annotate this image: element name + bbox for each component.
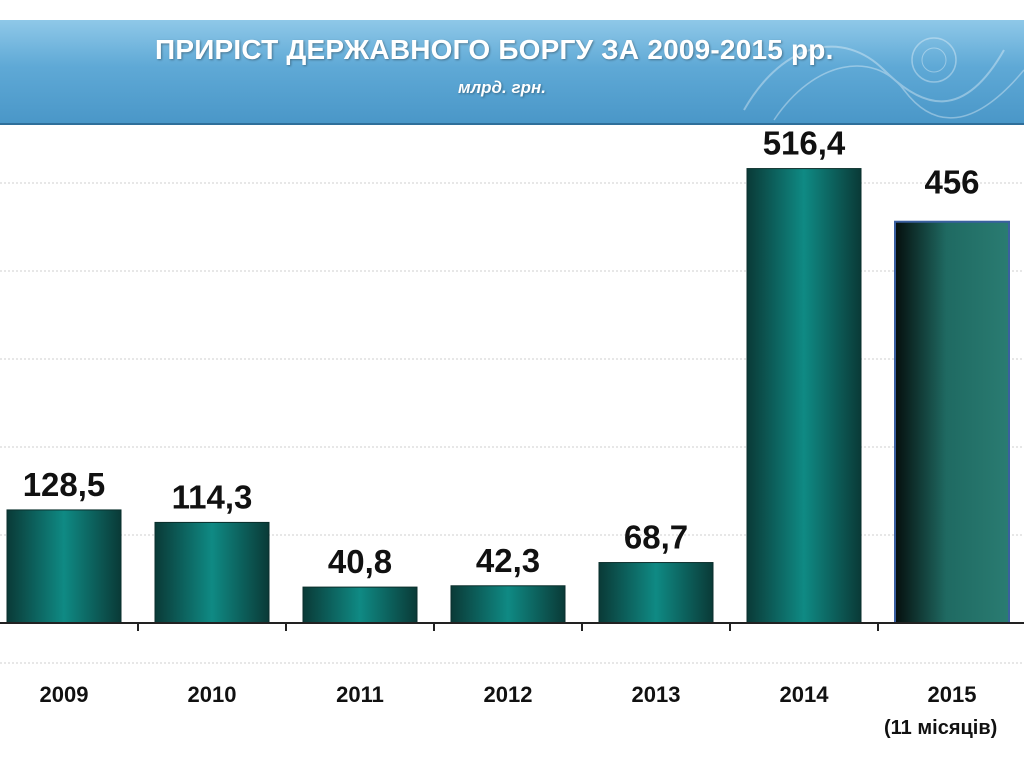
data-labels: 128,5 114,3 40,8 42,3 68,7 516,4 456	[23, 125, 980, 581]
bar-2009	[6, 509, 122, 624]
bar-2014	[746, 168, 862, 624]
chart-subtitle: млрд. грн.	[458, 78, 546, 97]
x-tick-2015: 2015	[928, 682, 977, 707]
bar-2013	[598, 562, 714, 624]
x-tick-2010: 2010	[188, 682, 237, 707]
x-tick-labels: 2009 2010 2011 2012 2013 2014 2015	[40, 682, 977, 707]
bar-2015	[894, 220, 1010, 624]
x-tick-2013: 2013	[632, 682, 681, 707]
data-label-2010: 114,3	[172, 478, 253, 515]
bar-2012	[450, 585, 566, 624]
x-axis	[0, 622, 1024, 631]
x-tick-2009: 2009	[40, 682, 89, 707]
bar-2010	[154, 521, 270, 624]
data-label-2014: 516,4	[763, 125, 846, 162]
x-tick-2012: 2012	[484, 682, 533, 707]
chart-title: ПРИРІСТ ДЕРЖАВНОГО БОРГУ ЗА 2009-2015 рр…	[155, 34, 834, 65]
footnote-2015: (11 місяців)	[884, 717, 998, 739]
data-label-2009: 128,5	[23, 466, 106, 503]
title-banner	[0, 20, 1024, 125]
data-label-2015: 456	[924, 164, 979, 201]
bar-2011	[302, 586, 418, 624]
decorative-ornament	[743, 37, 1024, 121]
x-tick-2011: 2011	[336, 682, 384, 707]
bars	[6, 168, 1010, 624]
data-label-2013: 68,7	[624, 519, 688, 556]
data-label-2012: 42,3	[476, 542, 540, 579]
x-tick-2014: 2014	[780, 682, 830, 707]
data-label-2011: 40,8	[328, 543, 392, 580]
